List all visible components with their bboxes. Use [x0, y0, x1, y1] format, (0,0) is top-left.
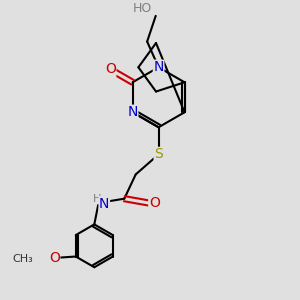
- Text: N: N: [128, 105, 138, 119]
- Text: N: N: [153, 60, 164, 74]
- Text: N: N: [99, 196, 110, 211]
- Text: O: O: [49, 251, 60, 265]
- Text: S: S: [154, 147, 163, 161]
- Text: H: H: [93, 194, 101, 204]
- Text: HO: HO: [133, 2, 152, 15]
- Text: O: O: [105, 62, 116, 76]
- Text: O: O: [149, 196, 160, 210]
- Text: CH₃: CH₃: [12, 254, 33, 264]
